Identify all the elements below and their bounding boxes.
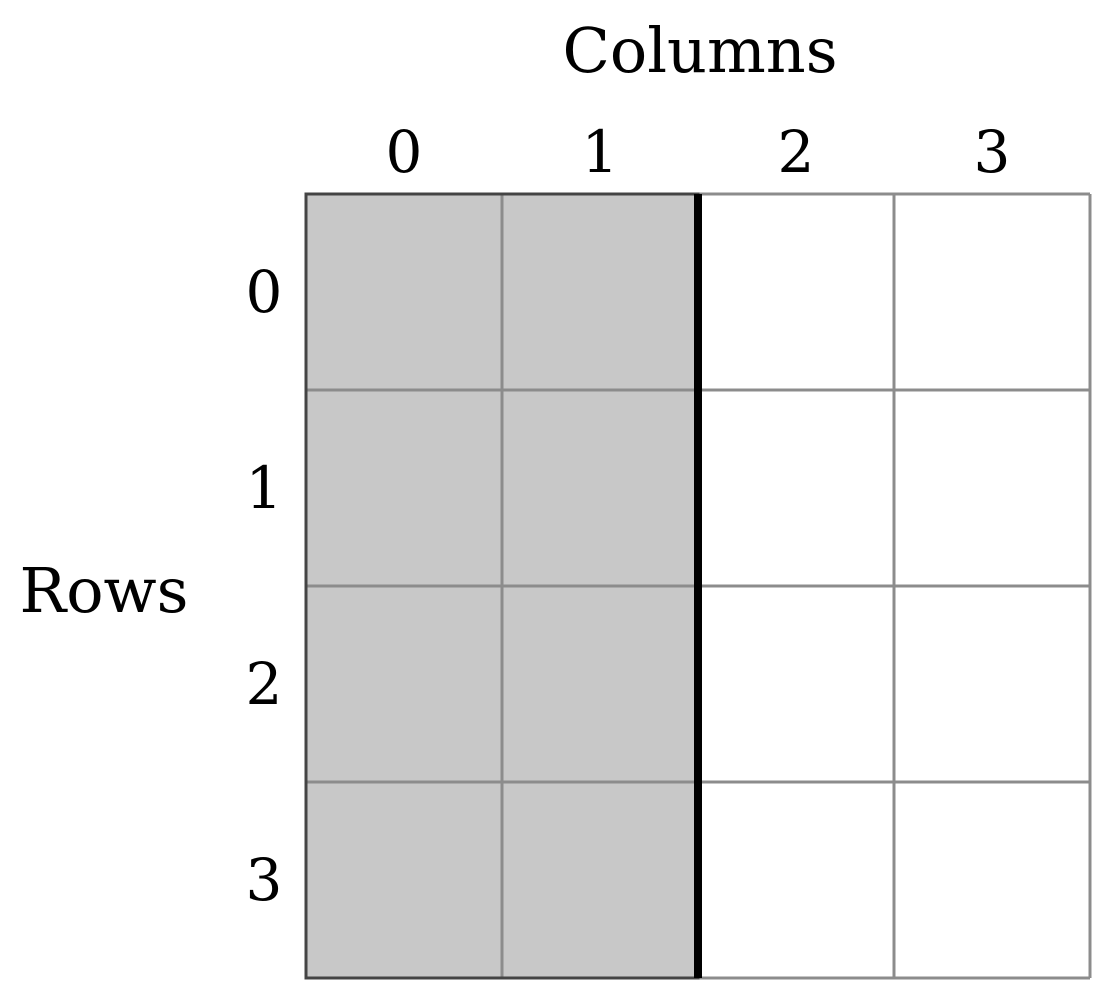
grid-cell-r0-c2 bbox=[698, 194, 894, 390]
grid-cell-r1-c2 bbox=[698, 390, 894, 586]
column-label-3: 3 bbox=[974, 118, 1011, 186]
grid-cell-r3-c1 bbox=[502, 782, 698, 978]
grid-cell-r3-c0 bbox=[306, 782, 502, 978]
row-axis-title: Rows bbox=[20, 554, 189, 627]
grid-cell-r3-c3 bbox=[894, 782, 1090, 978]
row-tick-labels: 0 1 2 3 bbox=[246, 258, 283, 914]
grid-cell-r1-c0 bbox=[306, 390, 502, 586]
grid-cell-r3-c2 bbox=[698, 782, 894, 978]
grid-cell-r2-c1 bbox=[502, 586, 698, 782]
grid-cell-r2-c0 bbox=[306, 586, 502, 782]
grid-cell-r1-c1 bbox=[502, 390, 698, 586]
column-tick-labels: 0 1 2 3 bbox=[386, 118, 1011, 186]
grid-cell-r1-c3 bbox=[894, 390, 1090, 586]
grid-cell-r2-c3 bbox=[894, 586, 1090, 782]
column-label-0: 0 bbox=[386, 118, 423, 186]
column-label-2: 2 bbox=[778, 118, 815, 186]
grid-cell-r0-c0 bbox=[306, 194, 502, 390]
column-axis-title: Columns bbox=[562, 14, 837, 87]
row-label-3: 3 bbox=[246, 846, 283, 914]
row-label-1: 1 bbox=[246, 454, 283, 522]
column-label-1: 1 bbox=[582, 118, 619, 186]
grid-cells bbox=[306, 194, 1090, 978]
grid-cell-r0-c1 bbox=[502, 194, 698, 390]
row-label-2: 2 bbox=[246, 650, 283, 718]
grid-cell-r2-c2 bbox=[698, 586, 894, 782]
row-label-0: 0 bbox=[246, 258, 283, 326]
grid-cell-r0-c3 bbox=[894, 194, 1090, 390]
